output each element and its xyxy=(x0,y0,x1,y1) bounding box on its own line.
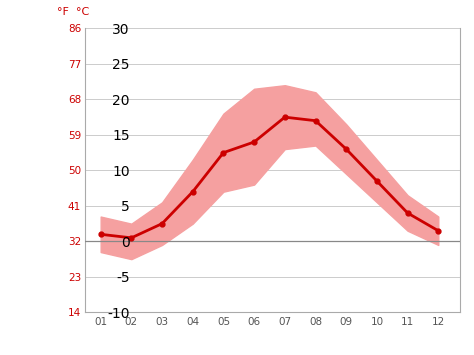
Text: °F: °F xyxy=(57,7,69,17)
Text: °C: °C xyxy=(76,7,89,17)
